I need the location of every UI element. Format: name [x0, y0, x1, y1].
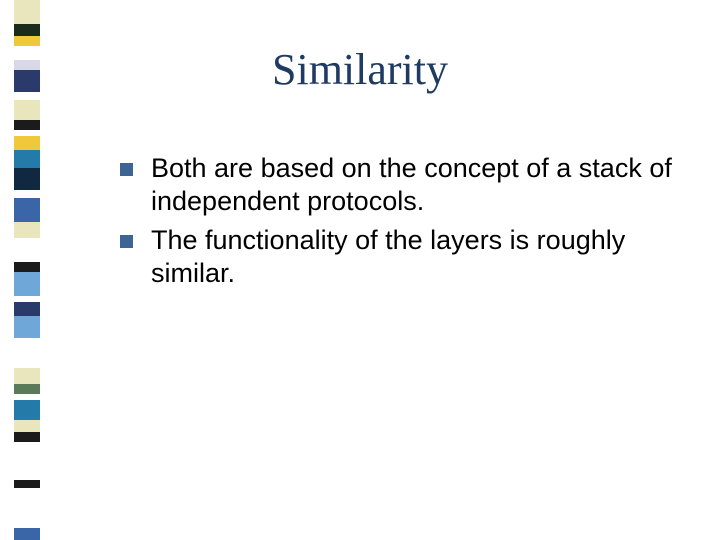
slide-body: Both are based on the concept of a stack…	[120, 152, 680, 296]
sidebar-segment	[14, 400, 40, 420]
sidebar-segment	[14, 272, 40, 296]
sidebar-segment	[14, 528, 40, 540]
bullet-icon	[120, 163, 133, 176]
sidebar-segment	[14, 222, 40, 238]
slide-title: Similarity	[0, 44, 720, 95]
bullet-text: Both are based on the concept of a stack…	[151, 152, 680, 218]
sidebar-segment	[14, 190, 40, 198]
sidebar-segment	[14, 150, 40, 168]
slide: Similarity Both are based on the concept…	[0, 0, 720, 540]
sidebar-segment	[14, 24, 40, 36]
sidebar-segment	[14, 442, 40, 480]
sidebar-segment	[14, 120, 40, 130]
sidebar-segment	[14, 100, 40, 120]
bullet-text: The functionality of the layers is rough…	[151, 224, 680, 290]
sidebar-segment	[14, 480, 40, 488]
sidebar-segment	[14, 488, 40, 528]
list-item: Both are based on the concept of a stack…	[120, 152, 680, 218]
sidebar-segment	[14, 384, 40, 394]
sidebar-segment	[14, 302, 40, 316]
sidebar-segment	[14, 368, 40, 384]
sidebar-segment	[14, 338, 40, 368]
sidebar-segment	[14, 136, 40, 150]
sidebar-segment	[14, 168, 40, 190]
list-item: The functionality of the layers is rough…	[120, 224, 680, 290]
sidebar-segment	[14, 238, 40, 262]
sidebar-segment	[14, 420, 40, 432]
sidebar-segment	[14, 0, 40, 24]
bullet-icon	[120, 235, 133, 248]
sidebar-segment	[14, 262, 40, 272]
sidebar-segment	[14, 316, 40, 338]
sidebar-segment	[14, 198, 40, 222]
sidebar-segment	[14, 432, 40, 442]
